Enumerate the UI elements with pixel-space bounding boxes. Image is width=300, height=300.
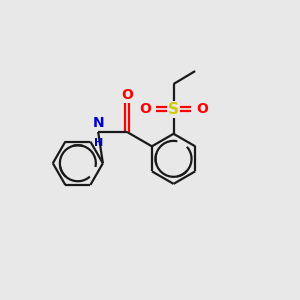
Text: H: H bbox=[94, 138, 103, 148]
Text: S: S bbox=[168, 102, 179, 117]
Text: O: O bbox=[139, 102, 151, 116]
Text: N: N bbox=[92, 116, 104, 130]
Text: O: O bbox=[196, 102, 208, 116]
Text: O: O bbox=[121, 88, 133, 102]
